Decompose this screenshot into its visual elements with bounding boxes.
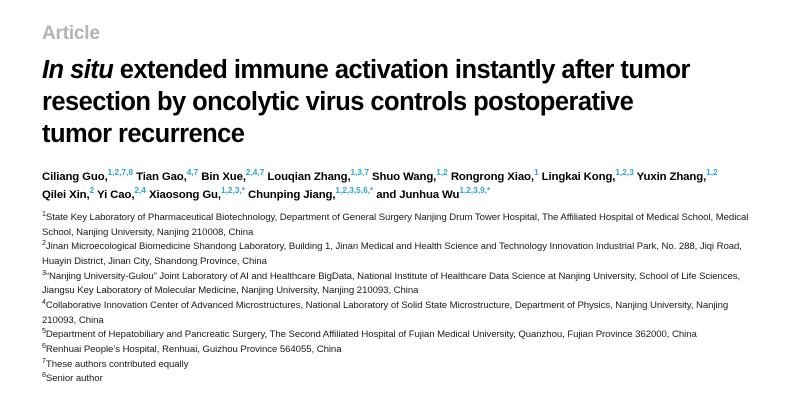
author-note-item: 7These authors contributed equally xyxy=(42,356,758,373)
author-entry: Louqian Zhang,1,3,7 xyxy=(267,168,369,184)
author-note-text: These authors contributed equally xyxy=(45,358,189,370)
affiliation-item: 6Renhuai People’s Hospital, Renhuai, Gui… xyxy=(42,341,754,358)
author-affiliation-marker: 1,3,7 xyxy=(350,167,369,178)
author-affiliation-marker: 1,2,3,5,6,* xyxy=(335,184,374,195)
author-name: Xiaosong Gu, xyxy=(148,188,221,201)
affiliation-marker: 1 xyxy=(42,209,46,218)
author-entry: Tian Gao,4,7 xyxy=(136,168,198,184)
author-entry: Yuxin Zhang,1,2 xyxy=(636,168,718,184)
author-entry: and Junhua Wu1,2,3,9,* xyxy=(376,186,490,201)
author-entry: Chunping Jiang,1,2,3,5,6,* xyxy=(248,186,373,201)
author-note-marker: 8 xyxy=(42,371,46,380)
affiliation-marker: 4 xyxy=(42,297,46,306)
author-entry: Yi Cao,2,4 xyxy=(97,186,146,201)
affiliation-item: 4Collaborative Innovation Center of Adva… xyxy=(42,297,754,328)
author-name: Ciliang Guo, xyxy=(42,171,108,184)
author-entry: Qilei Xin,2 xyxy=(42,186,94,201)
affiliation-item: 3“Nanjing University-Gulou” Joint Labora… xyxy=(42,268,754,299)
affiliation-text: Department of Hepatobiliary and Pancreat… xyxy=(45,329,697,341)
author-name: Lingkai Kong, xyxy=(541,171,616,184)
author-entry: Bin Xue,2,4,7 xyxy=(201,168,264,184)
title-italic-segment: In situ xyxy=(42,55,114,84)
author-name: Tian Gao, xyxy=(136,171,187,184)
author-affiliation-marker: 2,4,7 xyxy=(245,167,265,178)
page-title: In situ extended immune activation insta… xyxy=(42,54,702,150)
title-rest-segment: extended immune activation instantly aft… xyxy=(42,55,690,149)
author-name: Chunping Jiang, xyxy=(248,188,336,201)
author-affiliation-marker: 1,2 xyxy=(706,167,718,178)
author-affiliation-marker: 4,7 xyxy=(186,167,199,178)
article-type-label: Article xyxy=(42,23,100,44)
author-entry: Rongrong Xiao,1 xyxy=(450,168,539,184)
affiliation-text: State Key Laboratory of Pharmaceutical B… xyxy=(42,211,749,238)
author-entry: Lingkai Kong,1,2,3 xyxy=(541,168,634,184)
affiliation-item: 1State Key Laboratory of Pharmaceutical … xyxy=(42,209,754,240)
author-affiliation-marker: 1,2,3,9,* xyxy=(459,184,491,195)
author-affiliation-marker: 2,4 xyxy=(134,184,146,195)
author-name: Bin Xue, xyxy=(201,171,246,184)
affiliation-text: Jinan Microecological Biomedicine Shando… xyxy=(42,241,742,267)
affiliation-text: “Nanjing University-Gulou” Joint Laborat… xyxy=(42,270,741,297)
author-note-item: 8Senior author xyxy=(42,372,758,387)
author-affiliation-marker: 2 xyxy=(89,184,95,195)
affiliation-list: 1State Key Laboratory of Pharmaceutical … xyxy=(42,209,754,358)
author-entry: Xiaosong Gu,1,2,3,* xyxy=(148,186,245,201)
affiliation-marker: 6 xyxy=(42,341,46,350)
author-affiliation-marker: 1,2,3,* xyxy=(220,184,245,195)
author-note-marker: 7 xyxy=(42,356,46,365)
author-name: Louqian Zhang, xyxy=(267,171,351,184)
affiliation-item: 2Jinan Microecological Biomedicine Shand… xyxy=(42,240,754,269)
author-name: Qilei Xin, xyxy=(42,188,90,201)
affiliation-item: 5Department of Hepatobiliary and Pancrea… xyxy=(42,328,754,343)
author-name: Rongrong Xiao, xyxy=(450,171,534,184)
author-name: Yuxin Zhang, xyxy=(636,171,707,184)
affiliation-marker: 5 xyxy=(42,327,46,336)
author-name: Yi Cao, xyxy=(97,188,135,201)
author-affiliation-marker: 1,2,7,8 xyxy=(107,167,134,178)
author-affiliation-marker: 1 xyxy=(533,167,539,178)
affiliation-text: Collaborative Innovation Center of Advan… xyxy=(42,299,729,326)
affiliation-marker: 2 xyxy=(42,239,46,248)
author-note-text: Senior author xyxy=(45,373,103,385)
author-notes: 7These authors contributed equally 8Senio… xyxy=(42,356,758,387)
author-entry: Shuo Wang,1,2 xyxy=(372,168,448,184)
author-name: and Junhua Wu xyxy=(376,188,460,201)
author-name: Shuo Wang, xyxy=(372,171,437,184)
author-affiliation-marker: 1,2 xyxy=(436,167,448,178)
affiliation-marker: 3 xyxy=(42,268,46,277)
affiliation-text: Renhuai People’s Hospital, Renhuai, Guiz… xyxy=(45,343,342,355)
author-entry: Ciliang Guo,1,2,7,8 xyxy=(42,168,133,184)
author-list: Ciliang Guo,1,2,7,8 Tian Gao,4,7 Bin Xue… xyxy=(42,168,742,204)
author-affiliation-marker: 1,2,3 xyxy=(615,167,634,178)
